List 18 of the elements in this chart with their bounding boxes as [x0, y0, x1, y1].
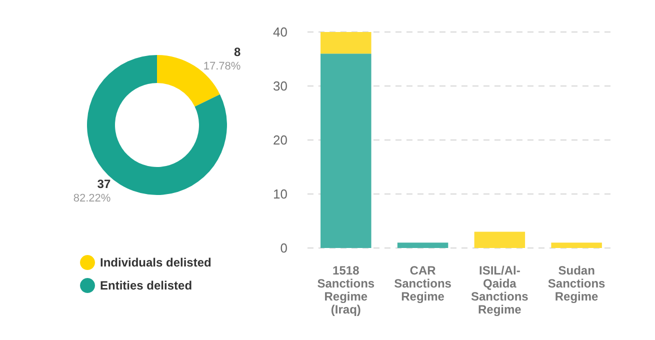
bar	[320, 54, 372, 248]
y-tick-label: 40	[272, 24, 288, 40]
y-tick-label: 30	[272, 78, 288, 94]
x-tick-label: CAR Sanctions Regime	[394, 264, 452, 304]
bar	[320, 32, 372, 54]
x-tick-label: ISIL/Al- Qaida Sanctions Regime	[470, 264, 529, 316]
bar	[551, 242, 602, 248]
legend-label: Individuals delisted	[100, 256, 212, 270]
data-label: 37 82.22%	[73, 177, 111, 205]
bar	[474, 232, 526, 248]
y-tick-label: 10	[272, 186, 288, 202]
x-tick-label: 1518 Sanctions Regime (Iraq)	[317, 264, 375, 316]
data-label: 8 17.78%	[203, 44, 241, 72]
legend-label: Entities delisted	[100, 278, 192, 292]
y-tick-label: 0	[280, 240, 288, 256]
y-tick-label: 20	[272, 132, 288, 148]
bar	[397, 242, 448, 248]
x-tick-label: Sudan Sanctions Regime	[548, 264, 606, 304]
